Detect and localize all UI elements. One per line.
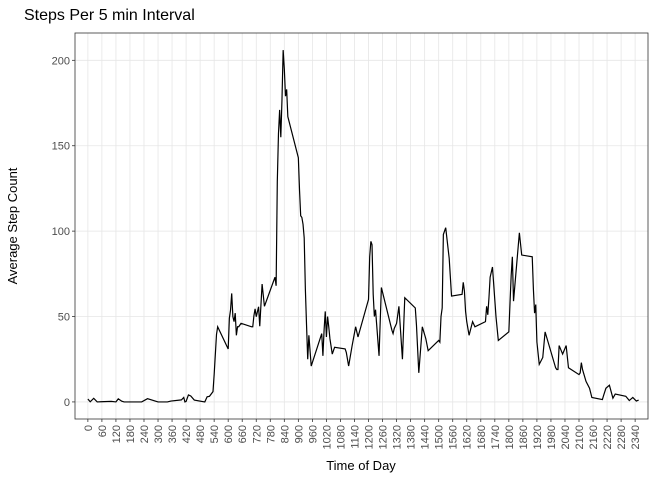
x-tick-label: 2040 xyxy=(560,425,572,449)
x-tick-label: 1080 xyxy=(335,425,347,449)
x-tick-label: 1380 xyxy=(406,425,418,449)
x-tick-label: 1620 xyxy=(462,425,474,449)
y-axis-label: Average Step Count xyxy=(5,167,20,284)
x-tick-label: 360 xyxy=(167,425,179,443)
x-tick-label: 480 xyxy=(195,425,207,443)
x-tick-label: 1860 xyxy=(518,425,530,449)
x-tick-label: 420 xyxy=(181,425,193,443)
x-tick-label: 660 xyxy=(237,425,249,443)
x-tick-label: 1560 xyxy=(448,425,460,449)
x-tick-label: 1740 xyxy=(490,425,502,449)
x-tick-label: 1500 xyxy=(434,425,446,449)
x-tick-label: 60 xyxy=(97,425,109,437)
x-axis-label: Time of Day xyxy=(326,458,396,473)
x-tick-label: 1980 xyxy=(546,425,558,449)
x-tick-label: 780 xyxy=(265,425,277,443)
x-tick-label: 1440 xyxy=(420,425,432,449)
x-tick-label: 1320 xyxy=(392,425,404,449)
x-tick-label: 1200 xyxy=(364,425,376,449)
x-tick-label: 300 xyxy=(153,425,165,443)
x-tick-label: 2280 xyxy=(616,425,628,449)
data-line xyxy=(87,50,639,403)
x-tick-label: 0 xyxy=(83,425,95,431)
x-tick-label: 180 xyxy=(125,425,137,443)
x-tick-label: 720 xyxy=(251,425,263,443)
x-tick-label: 1920 xyxy=(532,425,544,449)
y-tick-label: 0 xyxy=(64,397,70,409)
x-tick-label: 540 xyxy=(209,425,221,443)
x-tick-label: 2160 xyxy=(588,425,600,449)
y-tick-label: 100 xyxy=(52,226,70,238)
x-tick-label: 1800 xyxy=(504,425,516,449)
x-tick-label: 1260 xyxy=(378,425,390,449)
x-tick-label: 1140 xyxy=(349,425,361,449)
x-tick-label: 840 xyxy=(279,425,291,443)
x-tick-label: 900 xyxy=(293,425,305,443)
x-tick-label: 2100 xyxy=(574,425,586,449)
chart-title: Steps Per 5 min Interval xyxy=(24,7,195,24)
panel-border xyxy=(74,32,649,420)
x-tick-label: 120 xyxy=(111,425,123,443)
x-tick-label: 960 xyxy=(307,425,319,443)
x-tick-label: 240 xyxy=(139,425,151,443)
x-tick-label: 1680 xyxy=(476,425,488,449)
y-tick-label: 200 xyxy=(52,55,70,67)
y-tick-label: 50 xyxy=(58,312,70,324)
x-tick-label: 600 xyxy=(223,425,235,443)
y-tick-label: 150 xyxy=(52,141,70,153)
x-tick-label: 2340 xyxy=(630,425,642,449)
x-tick-label: 2220 xyxy=(602,425,614,449)
x-tick-label: 1020 xyxy=(321,425,333,449)
